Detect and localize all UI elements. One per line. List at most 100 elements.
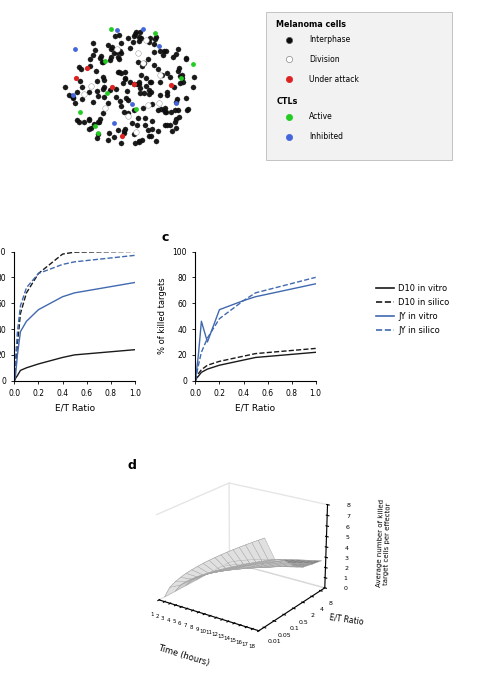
Point: [132, 78, 140, 89]
Point: [167, 79, 175, 90]
Point: [177, 72, 184, 83]
Point: [117, 37, 125, 48]
Point: [116, 45, 123, 56]
Point: [105, 127, 112, 138]
Point: [160, 119, 168, 130]
Point: [78, 82, 85, 93]
Point: [130, 78, 137, 89]
Point: [61, 82, 69, 93]
Point: [130, 30, 137, 41]
Point: [144, 99, 151, 110]
Point: [85, 115, 93, 126]
Legend: D10 in vitro, D10 in silico, JY in vitro, JY in silico: D10 in vitro, D10 in silico, JY in vitro…: [375, 284, 449, 335]
Point: [107, 43, 115, 54]
Point: [93, 86, 101, 97]
Point: [176, 78, 184, 89]
Point: [117, 67, 125, 78]
Point: [120, 73, 128, 84]
Point: [69, 93, 77, 104]
Point: [68, 91, 76, 102]
Point: [92, 66, 99, 77]
Point: [73, 114, 81, 125]
Point: [132, 126, 139, 137]
Point: [96, 50, 104, 61]
Point: [93, 132, 100, 143]
Point: [168, 126, 176, 137]
Point: [133, 120, 141, 130]
Point: [190, 72, 197, 82]
X-axis label: Time (hours): Time (hours): [157, 644, 210, 668]
Point: [172, 93, 180, 104]
Point: [163, 68, 170, 78]
Point: [101, 103, 108, 114]
Point: [146, 77, 154, 88]
Point: [115, 54, 122, 65]
Point: [106, 85, 114, 96]
Point: [140, 88, 148, 99]
Point: [94, 128, 102, 139]
Point: [117, 138, 125, 149]
Point: [121, 74, 129, 84]
Point: [151, 28, 158, 39]
Point: [100, 92, 108, 103]
Point: [171, 97, 179, 107]
Point: [162, 107, 169, 118]
Point: [94, 127, 101, 138]
Point: [178, 70, 185, 81]
Point: [162, 90, 170, 101]
Point: [134, 48, 142, 59]
Text: c: c: [161, 231, 169, 244]
Point: [99, 57, 107, 68]
Point: [86, 53, 94, 64]
Point: [156, 89, 163, 100]
Point: [161, 103, 169, 114]
Point: [141, 112, 149, 123]
Point: [150, 38, 158, 49]
Point: [80, 116, 87, 127]
Point: [154, 125, 161, 136]
Point: [159, 49, 167, 60]
Text: Melanoma cells: Melanoma cells: [276, 20, 346, 29]
Point: [135, 76, 143, 87]
Point: [147, 98, 155, 109]
Point: [137, 61, 145, 72]
Point: [73, 86, 81, 97]
Point: [131, 29, 138, 40]
Point: [107, 52, 114, 63]
Point: [140, 57, 147, 68]
Point: [95, 117, 102, 128]
Point: [126, 76, 134, 87]
Point: [85, 124, 93, 135]
Point: [175, 112, 182, 122]
Point: [169, 51, 177, 62]
Point: [104, 40, 112, 51]
Point: [157, 69, 165, 80]
Point: [69, 89, 77, 100]
Point: [107, 24, 115, 34]
Point: [126, 43, 134, 53]
Text: Under attack: Under attack: [308, 74, 358, 84]
Point: [112, 84, 120, 95]
Text: d: d: [128, 459, 136, 472]
Point: [75, 61, 83, 72]
Point: [147, 87, 155, 97]
Point: [182, 53, 190, 64]
Point: [156, 104, 164, 115]
Point: [110, 118, 118, 128]
Point: [96, 53, 104, 64]
Point: [91, 45, 99, 56]
Point: [108, 82, 115, 93]
Point: [135, 35, 143, 46]
Point: [85, 114, 93, 124]
Point: [136, 82, 144, 93]
Point: [69, 91, 77, 102]
Point: [182, 104, 190, 115]
Point: [189, 82, 197, 93]
Point: [156, 45, 164, 56]
Point: [175, 71, 183, 82]
Point: [80, 89, 87, 99]
Point: [87, 81, 95, 92]
Point: [134, 136, 142, 147]
Point: [114, 66, 122, 77]
Point: [72, 72, 79, 83]
